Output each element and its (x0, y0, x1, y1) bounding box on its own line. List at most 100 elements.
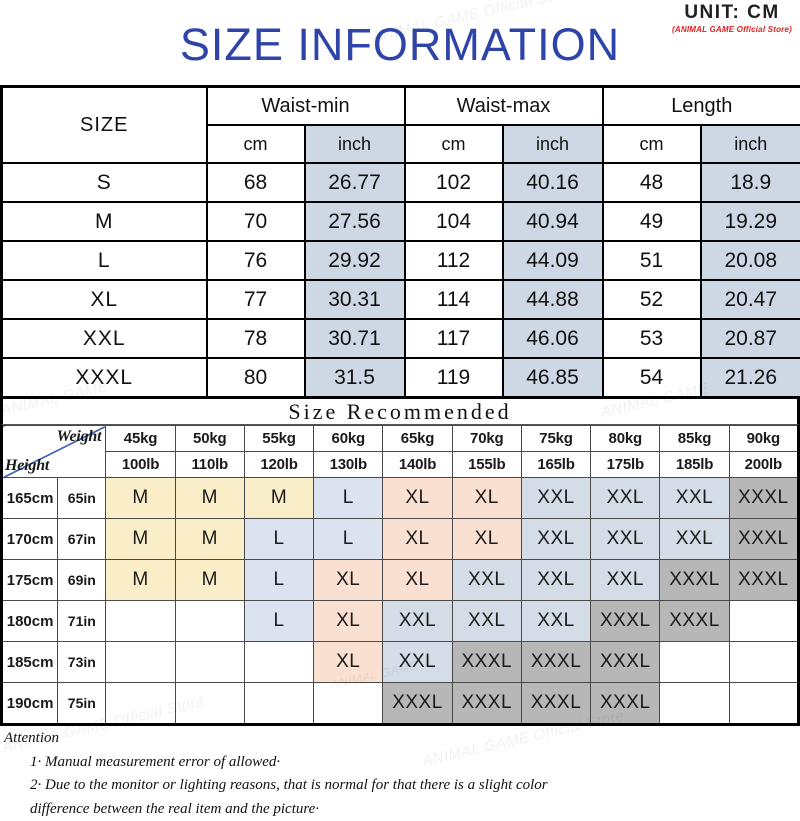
cell-length-cm: 52 (603, 280, 701, 319)
unit-header-length-cm: cm (603, 125, 701, 163)
rec-cell: M (175, 478, 244, 519)
table-row: L 76 29.92 112 44.09 51 20.08 (2, 241, 800, 280)
rec-cell: XXXL (591, 601, 660, 642)
unit-header-waist-max-inch: inch (503, 125, 603, 163)
rec-cell: XL (383, 478, 452, 519)
size-table-header-row-1: SIZE Waist-min Waist-max Length (2, 87, 800, 126)
weight-lb-header: 140lb (383, 452, 452, 478)
cell-waist-min-inch: 27.56 (305, 202, 405, 241)
rec-cell: XXXL (660, 601, 729, 642)
cell-length-cm: 53 (603, 319, 701, 358)
cell-length-inch: 20.87 (701, 319, 800, 358)
cell-length-cm: 51 (603, 241, 701, 280)
height-cm-label: 180cm (2, 601, 58, 642)
group-header-waist-max: Waist-max (405, 87, 603, 126)
rec-cell: XXXL (729, 478, 798, 519)
cell-waist-min-cm: 80 (207, 358, 305, 398)
attention-block: Attention 1· Manual measurement error of… (0, 726, 800, 821)
page-header: UNIT: CM (ANIMAL GAME Official Store) SI… (0, 0, 800, 85)
rec-cell: XXL (660, 478, 729, 519)
weight-kg-header: 55kg (244, 426, 313, 452)
rec-cell: XXL (452, 601, 521, 642)
cell-waist-max-inch: 44.09 (503, 241, 603, 280)
attention-line-3: difference between the real item and the… (30, 798, 800, 821)
rec-cell: XXL (591, 519, 660, 560)
height-cm-label: 175cm (2, 560, 58, 601)
height-cm-label: 185cm (2, 642, 58, 683)
rec-cell: L (244, 601, 313, 642)
rec-cell: M (175, 560, 244, 601)
weight-kg-header: 80kg (591, 426, 660, 452)
group-header-length: Length (603, 87, 800, 126)
cell-waist-min-inch: 30.31 (305, 280, 405, 319)
recommendation-row: 185cm 73in XL XXL XXXL XXXL XXXL (2, 642, 799, 683)
cell-waist-max-cm: 112 (405, 241, 503, 280)
row-size-label: XXL (2, 319, 207, 358)
cell-waist-max-inch: 40.94 (503, 202, 603, 241)
height-in-label: 73in (58, 642, 106, 683)
recommendation-row: 190cm 75in XXXL XXXL XXXL XXXL (2, 683, 799, 725)
table-row: S 68 26.77 102 40.16 48 18.9 (2, 163, 800, 202)
cell-length-inch: 20.47 (701, 280, 800, 319)
weight-kg-header: 70kg (452, 426, 521, 452)
rec-cell: XXL (521, 478, 590, 519)
cell-waist-max-inch: 44.88 (503, 280, 603, 319)
rec-cell: XXL (660, 519, 729, 560)
rec-cell: XXXL (452, 642, 521, 683)
weight-kg-header: 45kg (106, 426, 175, 452)
recommended-table: Weight Height 45kg 50kg 55kg 60kg 65kg 7… (0, 425, 800, 726)
rec-cell (660, 642, 729, 683)
group-header-waist-min: Waist-min (207, 87, 405, 126)
rec-cell (729, 601, 798, 642)
weight-lb-header: 165lb (521, 452, 590, 478)
weight-kg-header: 60kg (314, 426, 383, 452)
weight-lb-header: 110lb (175, 452, 244, 478)
cell-waist-min-inch: 30.71 (305, 319, 405, 358)
cell-length-cm: 48 (603, 163, 701, 202)
recommended-header-weight-lb: 100lb 110lb 120lb 130lb 140lb 155lb 165l… (2, 452, 799, 478)
height-in-label: 75in (58, 683, 106, 725)
table-row: XL 77 30.31 114 44.88 52 20.47 (2, 280, 800, 319)
rec-cell: XL (383, 519, 452, 560)
rec-cell: XL (452, 519, 521, 560)
rec-cell: XXXL (521, 642, 590, 683)
rec-cell: XL (314, 601, 383, 642)
cell-waist-min-cm: 68 (207, 163, 305, 202)
table-row: M 70 27.56 104 40.94 49 19.29 (2, 202, 800, 241)
rec-cell: M (106, 560, 175, 601)
rec-cell: XXL (521, 519, 590, 560)
rec-cell: XXXL (383, 683, 452, 725)
rec-cell: XXXL (729, 560, 798, 601)
height-in-label: 69in (58, 560, 106, 601)
weight-kg-header: 50kg (175, 426, 244, 452)
cell-waist-max-inch: 46.85 (503, 358, 603, 398)
rec-cell: XXL (452, 560, 521, 601)
weight-kg-header: 90kg (729, 426, 798, 452)
rec-cell (175, 601, 244, 642)
recommendation-row: 180cm 71in L XL XXL XXL XXL XXXL XXXL (2, 601, 799, 642)
rec-cell: XL (452, 478, 521, 519)
rec-cell: XXL (521, 601, 590, 642)
cell-length-cm: 49 (603, 202, 701, 241)
rec-cell: M (106, 478, 175, 519)
cell-waist-min-cm: 70 (207, 202, 305, 241)
attention-line-2: 2· Due to the monitor or lighting reason… (30, 774, 800, 797)
attention-title: Attention (4, 730, 800, 747)
rec-cell (175, 683, 244, 725)
weight-lb-header: 120lb (244, 452, 313, 478)
rec-cell: XXL (521, 560, 590, 601)
unit-header-waist-max-cm: cm (405, 125, 503, 163)
recommended-title: Size Recommended (0, 399, 800, 425)
height-in-label: 71in (58, 601, 106, 642)
rec-cell (729, 683, 798, 725)
rec-cell: XXL (591, 560, 660, 601)
row-size-label: L (2, 241, 207, 280)
weight-kg-header: 85kg (660, 426, 729, 452)
rec-cell: XL (314, 642, 383, 683)
weight-lb-header: 200lb (729, 452, 798, 478)
height-cm-label: 190cm (2, 683, 58, 725)
height-in-label: 65in (58, 478, 106, 519)
cell-waist-max-cm: 117 (405, 319, 503, 358)
table-row: XXXL 80 31.5 119 46.85 54 21.26 (2, 358, 800, 398)
cell-waist-min-cm: 77 (207, 280, 305, 319)
